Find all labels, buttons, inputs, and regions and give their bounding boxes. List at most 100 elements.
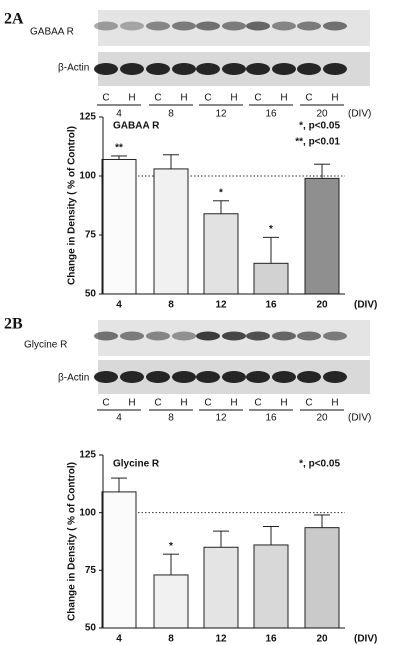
bar [153, 574, 189, 629]
annotation: *, p<0.05 [299, 121, 340, 132]
y-tick-label: 50 [85, 623, 97, 634]
blot-band [196, 21, 220, 31]
lane-label: C [305, 398, 312, 409]
blot-band [272, 371, 296, 383]
y-tick-label: 100 [79, 507, 96, 518]
blot-band [120, 63, 144, 75]
blot-row-label: β-Actin [58, 63, 89, 74]
blot-band [272, 331, 296, 341]
blot-band [94, 21, 118, 31]
y-tick-label: 125 [79, 450, 96, 461]
annotation: **, p<0.01 [295, 137, 340, 148]
blot-band [297, 21, 321, 31]
blot-band [272, 63, 296, 75]
lane-label: C [305, 93, 312, 104]
x-tick-label: 12 [215, 300, 227, 311]
lane-label: H [230, 93, 237, 104]
blot-unit: (DIV) [348, 109, 371, 120]
blot-band [146, 63, 170, 75]
x-tick-label: 16 [265, 300, 277, 311]
group-label: 8 [168, 413, 174, 424]
bar [253, 544, 289, 629]
blot-band [94, 371, 118, 383]
lane-label: H [128, 398, 135, 409]
lane-label: H [180, 398, 187, 409]
chart-title: GABAA R [113, 121, 160, 132]
blot-band [272, 21, 296, 31]
significance: * [219, 187, 223, 198]
blot-band [246, 63, 270, 75]
x-tick-label: 20 [316, 634, 328, 645]
lane-label: H [280, 398, 287, 409]
lane-label: C [154, 398, 161, 409]
blot-band [172, 371, 196, 383]
blot-band [246, 371, 270, 383]
blot-band [222, 21, 246, 31]
lane-label: C [154, 93, 161, 104]
blot-band [196, 371, 220, 383]
panel-label: 2A [4, 11, 24, 28]
lane-label: H [331, 398, 338, 409]
y-axis-label: Change in Density ( % of Control) [67, 462, 78, 621]
group-label: 8 [168, 109, 174, 120]
x-axis-label: (DIV) [354, 634, 377, 645]
group-label: 20 [316, 413, 328, 424]
blot-band [222, 331, 246, 341]
blot-band [120, 21, 144, 31]
blot-band [172, 331, 196, 341]
lane-label: C [204, 93, 211, 104]
group-label: 12 [215, 413, 227, 424]
y-tick-label: 75 [85, 230, 97, 241]
group-label: 20 [316, 109, 328, 120]
bar [153, 168, 189, 295]
y-axis-label: Change in Density ( % of Control) [67, 126, 78, 285]
x-tick-label: 4 [116, 300, 122, 311]
significance: * [269, 224, 273, 235]
blot-row-label: GABAA R [30, 27, 74, 38]
y-tick-label: 75 [85, 565, 97, 576]
x-tick-label: 8 [168, 634, 174, 645]
lane-label: H [180, 93, 187, 104]
blot-band [94, 63, 118, 75]
blot-band [323, 331, 347, 341]
x-tick-label: 20 [316, 300, 328, 311]
blot-band [146, 21, 170, 31]
bar [253, 262, 289, 295]
lane-label: H [280, 93, 287, 104]
lane-label: C [102, 93, 109, 104]
bar [304, 527, 340, 629]
blot-band [172, 21, 196, 31]
blot-band [146, 371, 170, 383]
blot-band [222, 63, 246, 75]
lane-label: C [204, 398, 211, 409]
blot-row-label: Glycine R [24, 340, 67, 351]
blot-row-label: β-Actin [58, 373, 89, 384]
significance: * [169, 541, 173, 552]
y-tick-label: 50 [85, 289, 97, 300]
x-tick-label: 12 [215, 634, 227, 645]
bar [304, 177, 340, 295]
blot-band [297, 63, 321, 75]
group-label: 16 [265, 413, 277, 424]
blot-band [172, 63, 196, 75]
blot-band [297, 331, 321, 341]
blot-unit: (DIV) [348, 413, 371, 424]
blot-band [196, 331, 220, 341]
blot-band [222, 371, 246, 383]
blot-band [196, 63, 220, 75]
chart-title: Glycine R [113, 459, 160, 470]
bar [203, 213, 239, 295]
annotation: *, p<0.05 [299, 459, 340, 470]
blot-band [323, 63, 347, 75]
blot-band [323, 21, 347, 31]
blot-band [146, 331, 170, 341]
lane-label: H [230, 398, 237, 409]
blot-band [120, 371, 144, 383]
x-tick-label: 16 [265, 634, 277, 645]
blot-band [246, 21, 270, 31]
y-tick-label: 100 [79, 171, 96, 182]
blot-band [94, 331, 118, 341]
x-tick-label: 4 [116, 634, 122, 645]
x-tick-label: 8 [168, 300, 174, 311]
group-label: 12 [215, 109, 227, 120]
